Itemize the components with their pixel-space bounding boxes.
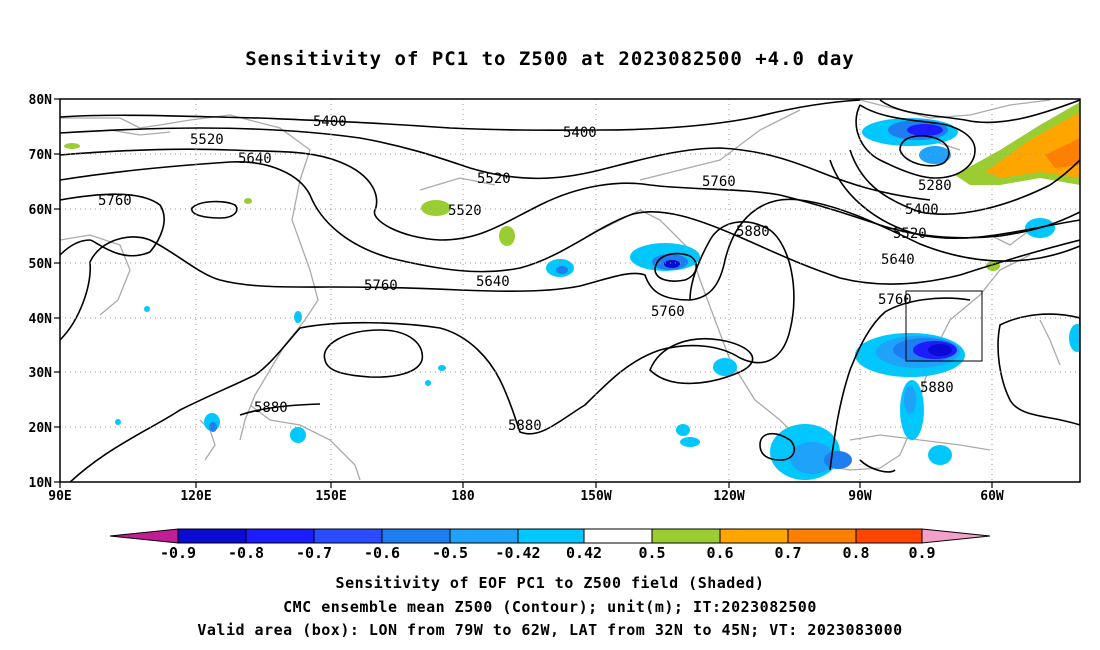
contour-label: 5760 [702,174,736,190]
colorbar-right-triangle [921,528,991,544]
lat-label: 60N [29,203,53,218]
lat-label: 70N [29,148,53,163]
colorbar-segment [517,528,585,544]
colorbar-label: -0.8 [228,544,264,562]
colorbar-segment [719,528,789,544]
lat-label: 10N [29,476,53,491]
colorbar-segment [449,528,519,544]
colorbar-segment [787,528,857,544]
colorbar-label: -0.9 [160,544,196,562]
colorbar-label: 0.5 [638,544,665,562]
colorbar-label: 0.42 [566,544,602,562]
colorbar-left-triangle [109,528,179,544]
colorbar-segment [177,528,247,544]
contour-label: 5880 [254,400,288,416]
colorbar-segment [381,528,451,544]
contour-label: 5520 [893,226,927,242]
grid-lines [60,99,1080,482]
contour-label: 5760 [98,193,132,209]
lat-label: 50N [29,257,53,272]
colorbar-segment [651,528,721,544]
contour-label: 5400 [905,202,939,218]
contour-labels: 5400 5400 5520 5640 5520 5520 5760 5760 … [98,114,954,434]
contour-label: 5520 [477,171,511,187]
contour-label: 5880 [508,418,542,434]
lon-label: 60W [980,489,1004,504]
lat-label: 30N [29,366,53,381]
colorbar-label: -0.7 [296,544,332,562]
contour-label: 5880 [920,380,954,396]
lat-label: 40N [29,312,53,327]
contour-label: 5520 [190,132,224,148]
contour-label: 5760 [364,278,398,294]
lon-label: 150W [580,489,611,504]
lon-label: 120W [713,489,744,504]
contour-label: 5640 [881,252,915,268]
latitude-labels: 80N 70N 60N 50N 40N 30N 20N 10N [29,93,53,491]
colorbar: -0.9 -0.8 -0.7 -0.6 -0.5 -0.42 0.42 0.5 … [109,528,991,562]
caption-line-3: Valid area (box): LON from 79W to 62W, L… [197,621,903,639]
contour-label: 5280 [918,178,952,194]
plot-frame [59,98,1081,483]
lon-label: 120E [180,489,211,504]
contour-label: 5880 [736,224,770,240]
lat-label: 20N [29,421,53,436]
colorbar-label: 0.6 [706,544,733,562]
colorbar-segment [855,528,923,544]
colorbar-label: -0.6 [364,544,400,562]
lon-label: 180 [451,489,475,504]
colorbar-label: -0.5 [432,544,468,562]
caption-line-2: CMC ensemble mean Z500 (Contour); unit(m… [283,598,817,616]
colorbar-segment [245,528,315,544]
contour-label: 5400 [313,114,347,130]
lat-label: 80N [29,93,53,108]
lon-label: 90W [848,489,872,504]
contour-label: 5640 [476,274,510,290]
map-title: Sensitivity of PC1 to Z500 at 2023082500… [245,48,855,70]
colorbar-label: 0.8 [842,544,869,562]
colorbar-label: -0.42 [495,544,540,562]
contour-label: 5760 [878,292,912,308]
colorbar-label: 0.9 [908,544,935,562]
lon-label: 150E [315,489,346,504]
axis-ticks [54,98,993,488]
z500-contours [60,99,1080,482]
contour-label: 5760 [651,304,685,320]
caption-line-1: Sensitivity of EOF PC1 to Z500 field (Sh… [335,574,765,592]
longitude-labels: 90E 120E 150E 180 150W 120W 90W 60W [48,489,1004,504]
contour-label: 5400 [563,125,597,141]
map-plot-area: 5400 5400 5520 5640 5520 5520 5760 5760 … [60,99,1080,482]
colorbar-segment [583,528,653,544]
valid-area-box [905,290,983,362]
lon-label: 90E [48,489,71,504]
colorbar-label: 0.7 [774,544,801,562]
contour-label: 5520 [448,203,482,219]
colorbar-segment [313,528,383,544]
sensitivity-shading [64,102,1080,480]
contour-label: 5640 [238,151,272,167]
